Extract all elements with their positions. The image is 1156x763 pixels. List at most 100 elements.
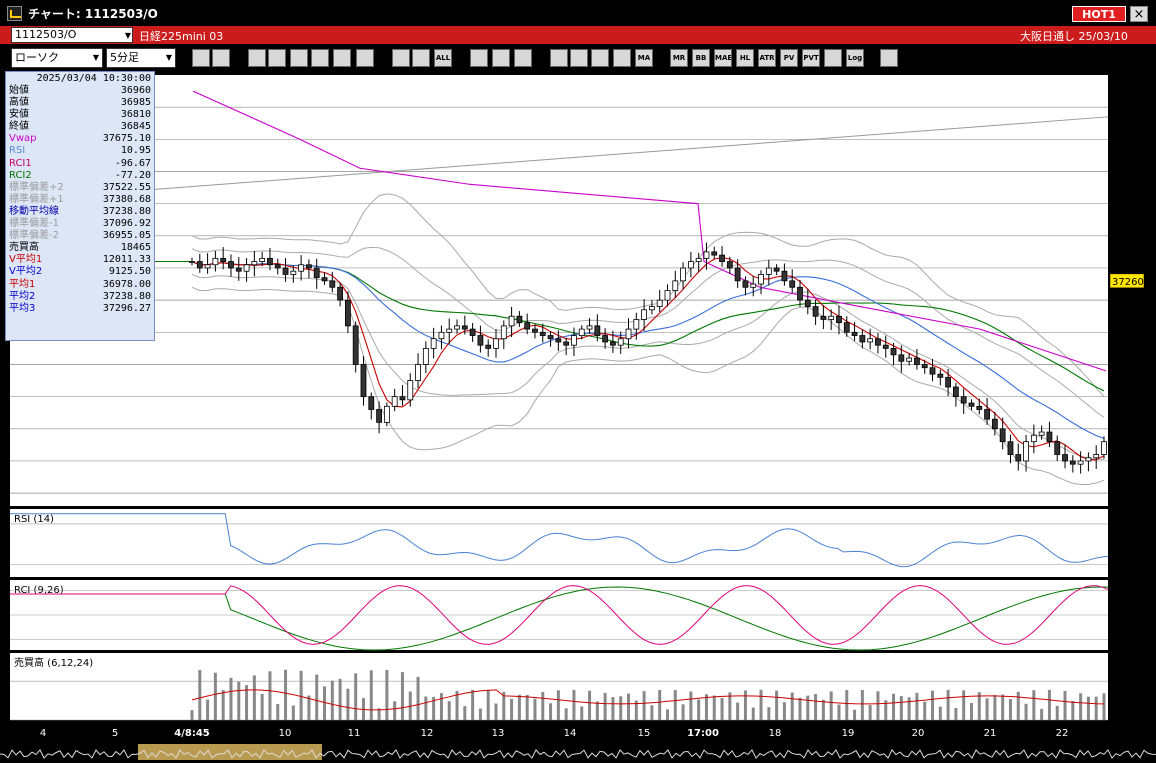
volume-bar (938, 706, 942, 720)
hl-icon[interactable]: HL (736, 49, 754, 67)
volume-bar (439, 693, 443, 720)
candle-body (415, 364, 421, 381)
ohlc-value: 37096.92 (102, 218, 151, 230)
erase-icon[interactable] (311, 49, 329, 67)
pvt-icon[interactable]: PVT (802, 49, 820, 67)
volume-bar (806, 695, 810, 720)
trend-line (9, 116, 1109, 201)
candle-body (929, 367, 936, 375)
candle-body (914, 357, 920, 365)
search-icon[interactable] (570, 49, 588, 67)
volume-bar (1032, 690, 1036, 720)
x-tick-label: 4 (40, 728, 46, 739)
volume-bar (892, 693, 896, 720)
volume-bar (221, 690, 225, 720)
memo-icon[interactable] (613, 49, 631, 67)
ohlc-row: V平均2 9125.50 (9, 266, 151, 278)
candle-body (765, 267, 772, 275)
volume-bar (198, 670, 202, 720)
symbol-text: 1112503/O (15, 28, 77, 41)
volume-bar (923, 701, 927, 720)
print-icon[interactable] (333, 49, 351, 67)
candle-icon[interactable] (392, 49, 410, 67)
mae-icon[interactable]: MAE (714, 49, 732, 67)
volume-bar (276, 703, 280, 720)
volume-bar (845, 690, 849, 720)
ohlc-label: 移動平均線 (9, 205, 59, 217)
panel-title: RSI (14) (14, 514, 54, 525)
settings-icon[interactable] (470, 49, 488, 67)
ohlc-label: 始値 (9, 85, 29, 96)
volume-bar (681, 704, 685, 720)
ohlc-row: RCI2 -77.20 (9, 170, 151, 182)
title-bar[interactable]: チャート: 1112503/O HOT1 × (0, 0, 1156, 26)
volume-bar (665, 709, 669, 720)
candle-body (477, 335, 484, 346)
candle-body (656, 299, 663, 307)
pv-icon[interactable]: PV (780, 49, 798, 67)
x-tick-label: 15 (638, 728, 651, 739)
bb-icon[interactable]: BB (692, 49, 710, 67)
compare-icon[interactable] (591, 49, 609, 67)
ohlc-row: 標準偏差-1 37096.92 (9, 218, 151, 230)
ohlc-value: 37296.27 (102, 302, 151, 314)
volume-bar (658, 689, 662, 720)
y-tick-label: -80.00 (1112, 636, 1144, 647)
candle-body (703, 251, 710, 259)
y-tick-label: 37800 (1112, 103, 1144, 114)
symbol-input[interactable]: 1112503/O ▼ (11, 27, 133, 43)
candle-body (461, 325, 468, 330)
atr-icon[interactable]: ATR (758, 49, 776, 67)
wrench-icon[interactable] (492, 49, 510, 67)
export-icon[interactable] (880, 49, 898, 67)
candle-body (1023, 441, 1029, 462)
candle-body (376, 409, 382, 423)
candle-body (430, 338, 437, 349)
y-tick-label: 37600 (1112, 167, 1144, 178)
ohlc-label: 終値 (9, 121, 29, 133)
all-icon[interactable]: ALL (434, 49, 452, 67)
volume-bar (260, 694, 264, 720)
y-tick-label: 80.00 (1112, 520, 1141, 531)
hot-badge[interactable]: HOT1 (1072, 6, 1126, 22)
chart-type-select[interactable]: ローソク ▼ (11, 48, 103, 68)
ohlc-value: 37675.10 (102, 133, 151, 145)
zoom-icon[interactable] (192, 49, 210, 67)
close-button[interactable]: × (1130, 6, 1148, 22)
volume-bar (860, 689, 864, 720)
volume-bar (572, 689, 576, 720)
candle-alt-icon[interactable] (412, 49, 430, 67)
delete-icon[interactable] (356, 49, 374, 67)
candle-body (719, 254, 725, 262)
bollinger-band (191, 193, 1105, 397)
volume-bar (385, 669, 389, 720)
ma-icon[interactable]: MA (635, 49, 653, 67)
candle-body (695, 257, 702, 262)
color-icon[interactable] (514, 49, 532, 67)
volume-bar (751, 707, 755, 720)
square-icon[interactable] (824, 49, 842, 67)
volume-bar (627, 693, 631, 720)
chart-area[interactable]: 37800 37600 37400 37200 37000 36800 36600 37260… (0, 72, 1156, 760)
cursor-icon[interactable] (290, 49, 308, 67)
y-tick-label: 0 (1112, 716, 1118, 727)
volume-bar (502, 691, 506, 720)
volume-bar (1024, 703, 1028, 720)
line-tool-icon[interactable] (268, 49, 286, 67)
ohlc-value: -96.67 (114, 157, 151, 169)
candle-body (610, 341, 616, 346)
candle-body (859, 335, 866, 343)
volume-bar (549, 703, 553, 720)
candle-body (407, 380, 414, 401)
draw-icon[interactable] (248, 49, 266, 67)
chevron-down-icon[interactable]: ▼ (124, 31, 131, 40)
mr-icon[interactable]: MR (670, 49, 688, 67)
interval-select[interactable]: 5分足 ▼ (106, 48, 176, 68)
log-icon[interactable]: Log (846, 49, 864, 67)
x-tick-label: 17:00 (687, 728, 719, 739)
indicator-icon[interactable] (550, 49, 568, 67)
volume-bar (533, 698, 537, 720)
candle-body (906, 357, 913, 362)
grid-icon[interactable] (212, 49, 230, 67)
chart-svg[interactable]: 37800 37600 37400 37200 37000 36800 36600 37260… (0, 72, 1156, 760)
